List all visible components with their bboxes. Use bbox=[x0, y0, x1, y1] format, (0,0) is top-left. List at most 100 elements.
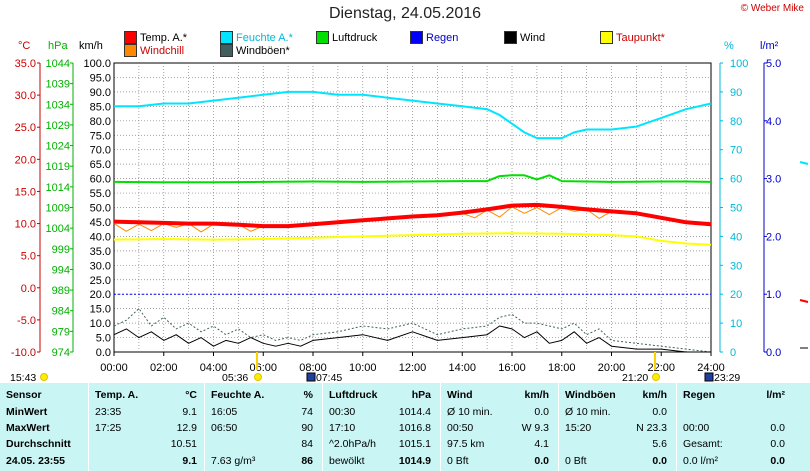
lm2-tick-label: 0.0 bbox=[766, 347, 781, 359]
x-tick-label: 24:00 bbox=[697, 362, 725, 374]
cell-max-value: W 9.3 bbox=[521, 422, 549, 434]
hpa-tick-label: 1019 bbox=[46, 161, 70, 173]
cell-avg-value: 4.1 bbox=[534, 438, 549, 450]
legend-item-humidity: Feuchte A.* bbox=[220, 31, 293, 44]
percent-tick-label: 0 bbox=[730, 347, 736, 359]
sunset-icon bbox=[652, 373, 660, 381]
cell-min-label: Ø 10 min. bbox=[447, 406, 493, 418]
percent-tick-label: 80 bbox=[730, 116, 742, 128]
kmh-tick-label: 20.0 bbox=[90, 289, 111, 301]
sunrise-icon bbox=[254, 373, 262, 381]
cell-now-value: 1014.9 bbox=[398, 455, 431, 467]
unit-hpa: hPa bbox=[48, 40, 68, 52]
cell-avg-label: 97.5 km bbox=[447, 438, 485, 450]
cell-max-value: 0.0 bbox=[770, 422, 785, 434]
x-tick-label: 00:00 bbox=[100, 362, 128, 374]
kmh-tick-label: 75.0 bbox=[90, 130, 111, 142]
legend-swatch bbox=[220, 31, 233, 44]
hpa-tick-label: 994 bbox=[52, 264, 70, 276]
unit-celsius: °C bbox=[18, 40, 31, 52]
percent-tick-label: 30 bbox=[730, 260, 742, 272]
column-name: Luftdruck bbox=[329, 389, 378, 401]
legend-item-gusts: Windböen* bbox=[220, 44, 290, 57]
column-unit: km/h bbox=[642, 389, 667, 401]
cell-avg-value: 84 bbox=[301, 438, 313, 450]
edge-marker bbox=[799, 299, 809, 303]
percent-tick-label: 60 bbox=[730, 174, 742, 186]
celsius-tick-label: 35.0 bbox=[15, 58, 36, 70]
unit-kmh: km/h bbox=[79, 40, 103, 52]
cell-min-value: 74 bbox=[301, 406, 313, 418]
cell-now-label: 0.0 l/m² bbox=[683, 455, 719, 467]
legend-label: Wind bbox=[520, 31, 546, 44]
moonrise-prev-label: 15:43 bbox=[10, 372, 36, 383]
celsius-tick-label: 5.0 bbox=[21, 251, 36, 263]
cell-now-value: 0.0 bbox=[770, 455, 785, 467]
moon-evening-label: 07:45 bbox=[316, 372, 342, 383]
legend-label: Temp. A.* bbox=[140, 31, 188, 44]
column-name: Windböen bbox=[565, 389, 616, 401]
sun-moon-markers: 15:43 05:36 07:45 21:20 23:29 bbox=[10, 161, 809, 383]
column-unit: hPa bbox=[411, 389, 431, 401]
x-tick-label: 16:00 bbox=[498, 362, 526, 374]
series-line-windb-en bbox=[113, 308, 712, 353]
x-tick-label: 12:00 bbox=[399, 362, 427, 374]
cell-min-label: 16:05 bbox=[211, 406, 238, 418]
cell-max-label: 00:50 bbox=[447, 422, 474, 434]
cell-now-label: 0 Bft bbox=[565, 455, 587, 467]
celsius-tick-label: -10.0 bbox=[11, 347, 36, 359]
cell-now-value: 0.0 bbox=[534, 455, 549, 467]
x-tick-label: 20:00 bbox=[598, 362, 626, 374]
cell-avg-value: 10.51 bbox=[170, 438, 197, 450]
series-line-temp-a bbox=[113, 202, 712, 229]
chart-title: Dienstag, 24.05.2016 bbox=[328, 5, 482, 22]
legend-swatch bbox=[504, 31, 517, 44]
cell-avg-label: ^2.0hPa/h bbox=[329, 438, 376, 450]
cell-avg-value: 0.0 bbox=[770, 438, 785, 450]
kmh-tick-label: 70.0 bbox=[90, 145, 111, 157]
row-labels-column: Sensor MinWert MaxWert Durchschnitt 24.0… bbox=[0, 383, 88, 471]
lm2-tick-label: 3.0 bbox=[766, 174, 781, 186]
chart-grid bbox=[113, 62, 712, 353]
cell-now-value: 9.1 bbox=[182, 455, 197, 467]
cell-min-value: 0.0 bbox=[652, 406, 667, 418]
legend-swatch bbox=[124, 44, 137, 57]
column-name: Wind bbox=[447, 389, 473, 401]
column-unit: km/h bbox=[524, 389, 549, 401]
percent-tick-label: 10 bbox=[730, 318, 742, 330]
hpa-tick-label: 989 bbox=[52, 285, 70, 297]
column-name: Feuchte A. bbox=[211, 389, 265, 401]
kmh-tick-label: 25.0 bbox=[90, 275, 111, 287]
kmh-tick-label: 5.0 bbox=[96, 333, 111, 345]
cell-min-label: Ø 10 min. bbox=[565, 406, 611, 418]
chart-series bbox=[113, 90, 712, 353]
weather-chart: 35.030.025.020.015.010.05.00.0-5.0-10.01… bbox=[10, 58, 809, 383]
label-now: 24.05. 23:55 bbox=[6, 455, 65, 467]
cell-min-value: 9.1 bbox=[182, 406, 197, 418]
kmh-tick-label: 85.0 bbox=[90, 101, 111, 113]
label-min: MinWert bbox=[6, 406, 48, 418]
celsius-tick-label: 30.0 bbox=[15, 90, 36, 102]
column-name: Regen bbox=[683, 389, 716, 401]
kmh-tick-label: 55.0 bbox=[90, 188, 111, 200]
x-tick-label: 14:00 bbox=[448, 362, 476, 374]
cell-max-label: 00:00 bbox=[683, 422, 710, 434]
legend-item-rain: Regen bbox=[410, 31, 458, 44]
legend-swatch bbox=[124, 31, 137, 44]
kmh-tick-label: 0.0 bbox=[96, 347, 111, 359]
x-tick-label: 08:00 bbox=[299, 362, 327, 374]
kmh-tick-label: 15.0 bbox=[90, 304, 111, 316]
cell-max-label: 06:50 bbox=[211, 422, 238, 434]
cell-now-label: 0 Bft bbox=[447, 455, 469, 467]
cell-now-value: 86 bbox=[301, 455, 313, 467]
moonrise-label: 23:29 bbox=[714, 372, 740, 383]
kmh-tick-label: 80.0 bbox=[90, 116, 111, 128]
legend-label: Feuchte A.* bbox=[236, 31, 293, 44]
sunset-label: 21:20 bbox=[622, 372, 648, 383]
x-tick-label: 02:00 bbox=[150, 362, 178, 374]
legend-label: Taupunkt* bbox=[616, 31, 665, 44]
cell-max-value: N 23.3 bbox=[636, 422, 667, 434]
hpa-tick-label: 1039 bbox=[46, 79, 70, 91]
lm2-tick-label: 5.0 bbox=[766, 58, 781, 70]
legend-item-temp: Temp. A.* bbox=[124, 31, 187, 44]
